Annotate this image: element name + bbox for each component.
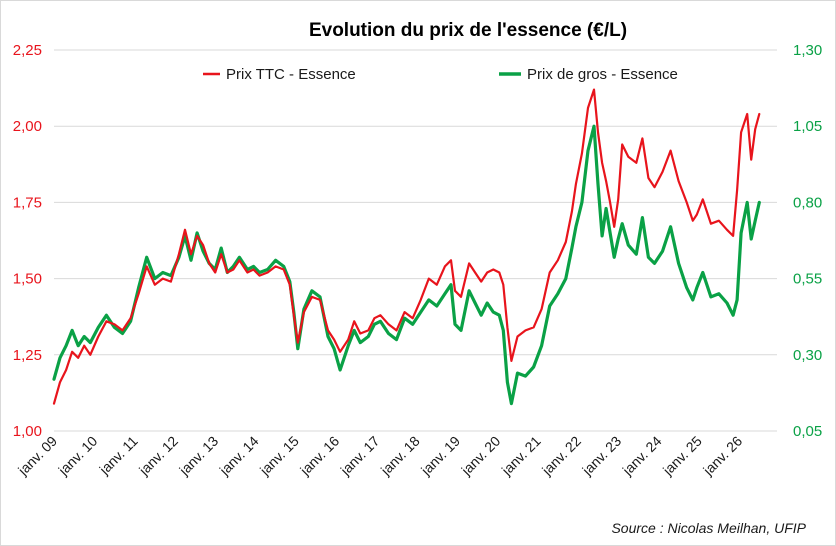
left-axis-ticks: 1,00 1,25 1,50 1,75 2,00 2,25 (13, 42, 42, 440)
legend-label-gros: Prix de gros - Essence (527, 66, 678, 83)
right-axis-ticks: 0,05 0,30 0,55 0,80 1,05 1,30 (793, 42, 822, 440)
left-tick-label: 2,25 (13, 42, 42, 59)
x-tick-label: janv. 15 (256, 433, 302, 479)
right-tick-label: 1,30 (793, 42, 822, 59)
x-tick-label: janv. 12 (135, 433, 181, 479)
left-tick-label: 1,50 (13, 271, 42, 288)
x-tick-label: janv. 22 (538, 433, 584, 479)
series-line-ttc (52, 88, 761, 405)
x-tick-label: janv. 19 (417, 433, 463, 479)
x-tick-label: janv. 21 (498, 433, 544, 479)
legend: Prix TTC - Essence Prix de gros - Essenc… (203, 66, 678, 83)
x-tick-label: janv. 26 (699, 433, 745, 479)
left-tick-label: 1,25 (13, 347, 42, 364)
right-tick-label: 0,05 (793, 423, 822, 440)
legend-label-ttc: Prix TTC - Essence (226, 66, 356, 83)
x-tick-label: janv. 18 (377, 433, 423, 479)
x-tick-label: janv. 14 (216, 433, 262, 479)
right-tick-label: 0,80 (793, 194, 822, 211)
series-line-gros (52, 124, 761, 406)
right-tick-label: 0,55 (793, 271, 822, 288)
x-tick-label: janv. 13 (175, 433, 221, 479)
x-tick-label: janv. 25 (659, 433, 705, 479)
x-tick-label: janv. 10 (54, 433, 100, 479)
x-tick-label: janv. 16 (296, 433, 342, 479)
source-note: Source : Nicolas Meilhan, UFIP (611, 520, 806, 536)
left-tick-label: 1,75 (13, 194, 42, 211)
x-tick-label: janv. 20 (457, 433, 503, 479)
x-tick-label: janv. 24 (619, 433, 665, 479)
left-tick-label: 1,00 (13, 423, 42, 440)
chart-title: Evolution du prix de l'essence (€/L) (309, 20, 627, 41)
gridlines (54, 49, 777, 432)
right-tick-label: 0,30 (793, 347, 822, 364)
right-tick-label: 1,05 (793, 118, 822, 135)
x-tick-label: janv. 11 (95, 433, 140, 478)
x-tick-label: janv. 17 (337, 433, 383, 479)
left-tick-label: 2,00 (13, 118, 42, 135)
x-tick-label: janv. 23 (578, 433, 624, 479)
series-lines (52, 88, 761, 406)
